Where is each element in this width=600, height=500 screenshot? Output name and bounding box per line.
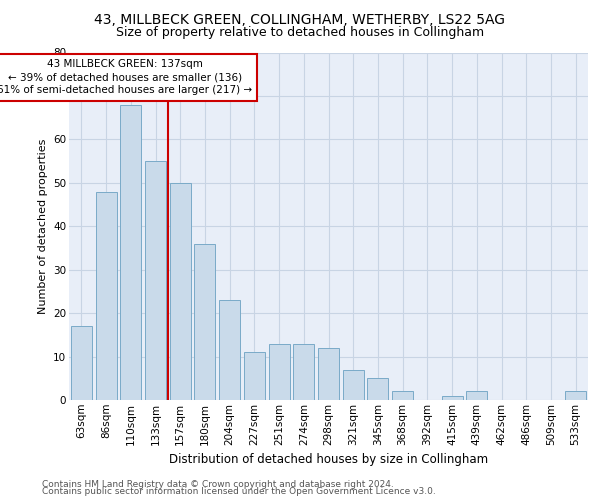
Bar: [442, 396, 463, 400]
Bar: [392, 392, 413, 400]
Bar: [466, 392, 487, 400]
Y-axis label: Number of detached properties: Number of detached properties: [38, 138, 47, 314]
Bar: [194, 244, 215, 400]
Bar: [269, 344, 290, 400]
Bar: [219, 300, 240, 400]
Text: 43, MILLBECK GREEN, COLLINGHAM, WETHERBY, LS22 5AG: 43, MILLBECK GREEN, COLLINGHAM, WETHERBY…: [95, 12, 505, 26]
Bar: [120, 104, 141, 400]
Text: 43 MILLBECK GREEN: 137sqm
← 39% of detached houses are smaller (136)
61% of semi: 43 MILLBECK GREEN: 137sqm ← 39% of detac…: [0, 59, 252, 96]
Text: Contains HM Land Registry data © Crown copyright and database right 2024.: Contains HM Land Registry data © Crown c…: [42, 480, 394, 489]
X-axis label: Distribution of detached houses by size in Collingham: Distribution of detached houses by size …: [169, 453, 488, 466]
Bar: [343, 370, 364, 400]
Bar: [367, 378, 388, 400]
Bar: [95, 192, 116, 400]
Bar: [71, 326, 92, 400]
Bar: [244, 352, 265, 400]
Text: Size of property relative to detached houses in Collingham: Size of property relative to detached ho…: [116, 26, 484, 39]
Bar: [565, 392, 586, 400]
Text: Contains public sector information licensed under the Open Government Licence v3: Contains public sector information licen…: [42, 488, 436, 496]
Bar: [145, 161, 166, 400]
Bar: [170, 183, 191, 400]
Bar: [318, 348, 339, 400]
Bar: [293, 344, 314, 400]
